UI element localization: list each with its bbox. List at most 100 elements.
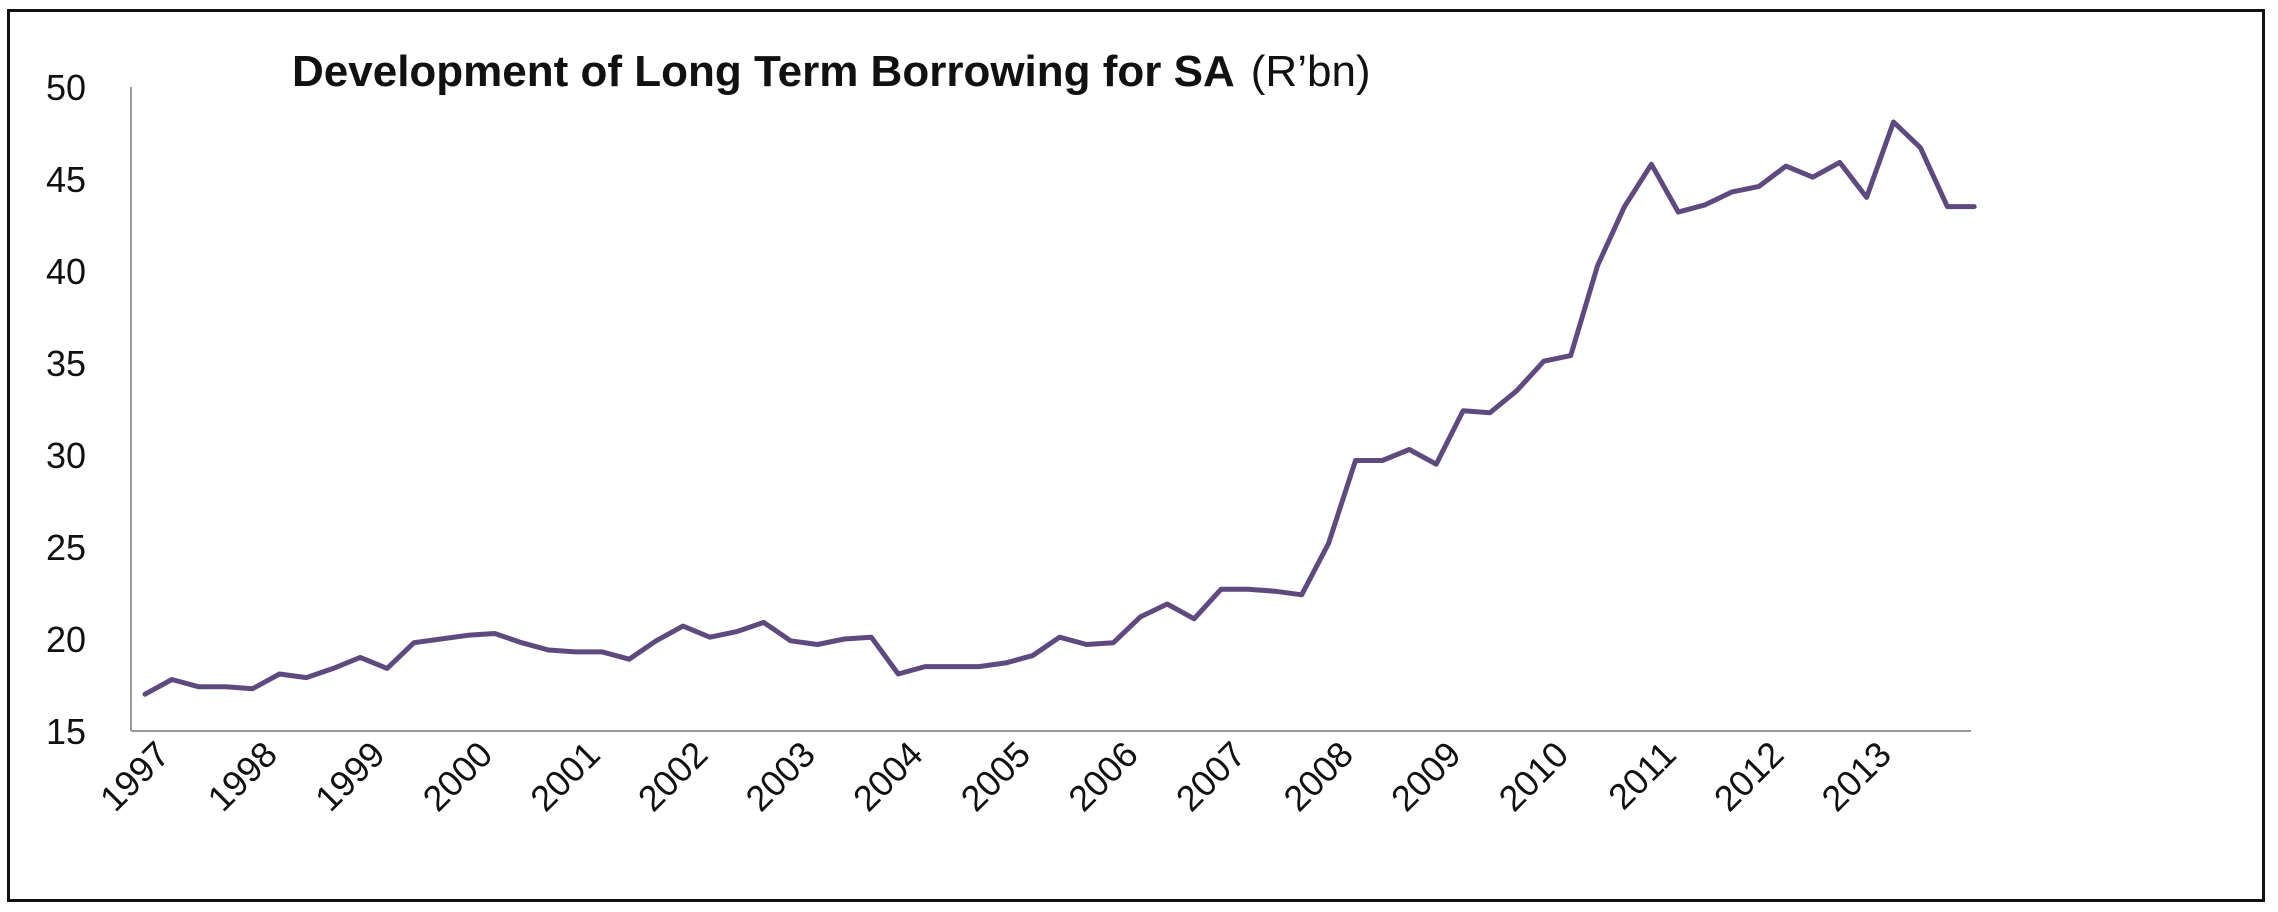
x-tick-label: 2008 xyxy=(1275,733,1361,819)
data-point xyxy=(1300,593,1304,597)
data-point xyxy=(1192,617,1196,621)
data-point xyxy=(600,650,604,654)
data-point xyxy=(573,650,577,654)
data-point xyxy=(466,633,470,637)
data-point xyxy=(842,637,846,641)
data-point xyxy=(1542,359,1546,363)
data-point xyxy=(1138,615,1142,619)
data-point xyxy=(1246,587,1250,591)
x-tick-label: 2007 xyxy=(1168,733,1254,819)
data-point xyxy=(1596,264,1600,268)
data-point xyxy=(816,643,820,647)
y-tick-label: 25 xyxy=(46,527,86,568)
data-point xyxy=(762,620,766,624)
data-point xyxy=(627,657,631,661)
x-tick-label: 2003 xyxy=(737,733,823,819)
x-tick-label: 1999 xyxy=(307,733,393,819)
data-point xyxy=(1273,589,1277,593)
data-point xyxy=(493,632,497,636)
data-point xyxy=(1488,411,1492,415)
data-point xyxy=(1945,205,1949,209)
x-tick-label: 2012 xyxy=(1706,733,1792,819)
data-point xyxy=(735,630,739,634)
data-point xyxy=(1730,190,1734,194)
data-point xyxy=(1111,641,1115,645)
data-point xyxy=(1784,164,1788,168)
data-point xyxy=(681,624,685,628)
data-point xyxy=(1972,205,1976,209)
chart-title-text: Development of Long Term Borrowing for S… xyxy=(292,47,1235,96)
data-point xyxy=(950,665,954,669)
data-point xyxy=(385,666,389,670)
y-axis-tick-labels: 15 20 25 30 35 40 45 50 xyxy=(46,67,86,752)
data-point xyxy=(143,692,147,696)
data-point xyxy=(358,655,362,659)
y-tick-label: 15 xyxy=(46,711,86,752)
line-chart: Development of Long Term Borrowing for S… xyxy=(46,47,1977,819)
x-tick-label: 2006 xyxy=(1060,733,1146,819)
series-line xyxy=(142,119,1977,697)
x-tick-label: 1997 xyxy=(92,733,178,819)
data-point xyxy=(654,639,658,643)
x-tick-label: 2010 xyxy=(1491,733,1577,819)
y-tick-label: 20 xyxy=(46,619,86,660)
data-point xyxy=(304,676,308,680)
data-point xyxy=(1380,459,1384,463)
data-point xyxy=(1407,448,1411,452)
data-point xyxy=(923,665,927,669)
data-point xyxy=(1918,146,1922,150)
chart-title: Development of Long Term Borrowing for S… xyxy=(292,47,1371,96)
x-tick-label: 2005 xyxy=(953,733,1039,819)
data-point xyxy=(547,648,551,652)
x-tick-label: 2011 xyxy=(1600,733,1684,817)
data-point xyxy=(1623,205,1627,209)
y-tick-label: 30 xyxy=(46,435,86,476)
data-point xyxy=(1865,195,1869,199)
data-point xyxy=(1515,389,1519,393)
data-point xyxy=(278,672,282,676)
y-tick-label: 40 xyxy=(46,251,86,292)
y-tick-label: 50 xyxy=(46,67,86,108)
chart-title-unit: (R’bn) xyxy=(1251,47,1371,96)
x-tick-label: 2002 xyxy=(630,733,716,819)
data-point xyxy=(1461,409,1465,413)
data-point xyxy=(170,678,174,682)
data-point xyxy=(789,639,793,643)
data-point xyxy=(1838,160,1842,164)
data-point xyxy=(224,685,228,689)
data-point xyxy=(869,635,873,639)
data-point xyxy=(1703,203,1707,207)
data-point xyxy=(1676,210,1680,214)
x-tick-label: 1998 xyxy=(199,733,285,819)
data-point xyxy=(520,641,524,645)
data-point xyxy=(708,635,712,639)
data-point xyxy=(1004,661,1008,665)
data-point xyxy=(1085,643,1089,647)
data-point xyxy=(896,672,900,676)
data-point xyxy=(1649,162,1653,166)
data-point xyxy=(1892,120,1896,124)
data-point xyxy=(1811,175,1815,179)
data-point xyxy=(1354,459,1358,463)
x-tick-label: 2000 xyxy=(415,733,501,819)
data-point xyxy=(251,687,255,691)
x-tick-label: 2004 xyxy=(845,733,931,819)
x-tick-label: 2001 xyxy=(522,733,608,819)
x-axis-tick-labels: 1997 1998 1999 2000 2001 2002 2003 2004 2005 2006… xyxy=(92,733,1899,819)
data-point xyxy=(331,666,335,670)
y-tick-label: 35 xyxy=(46,343,86,384)
chart-frame: Development of Long Term Borrowing for S… xyxy=(7,9,2265,902)
data-point xyxy=(1757,184,1761,188)
data-point xyxy=(977,665,981,669)
data-point xyxy=(1219,587,1223,591)
x-tick-label: 2009 xyxy=(1383,733,1469,819)
data-point xyxy=(1327,541,1331,545)
data-point xyxy=(412,641,416,645)
data-point xyxy=(1165,602,1169,606)
y-tick-label: 45 xyxy=(46,159,86,200)
data-point xyxy=(1058,635,1062,639)
data-point xyxy=(439,637,443,641)
data-point xyxy=(1031,654,1035,658)
data-point xyxy=(1569,354,1573,358)
data-point xyxy=(1434,462,1438,466)
